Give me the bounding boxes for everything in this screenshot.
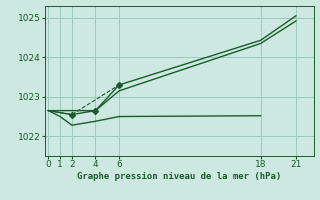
X-axis label: Graphe pression niveau de la mer (hPa): Graphe pression niveau de la mer (hPa): [77, 172, 281, 181]
